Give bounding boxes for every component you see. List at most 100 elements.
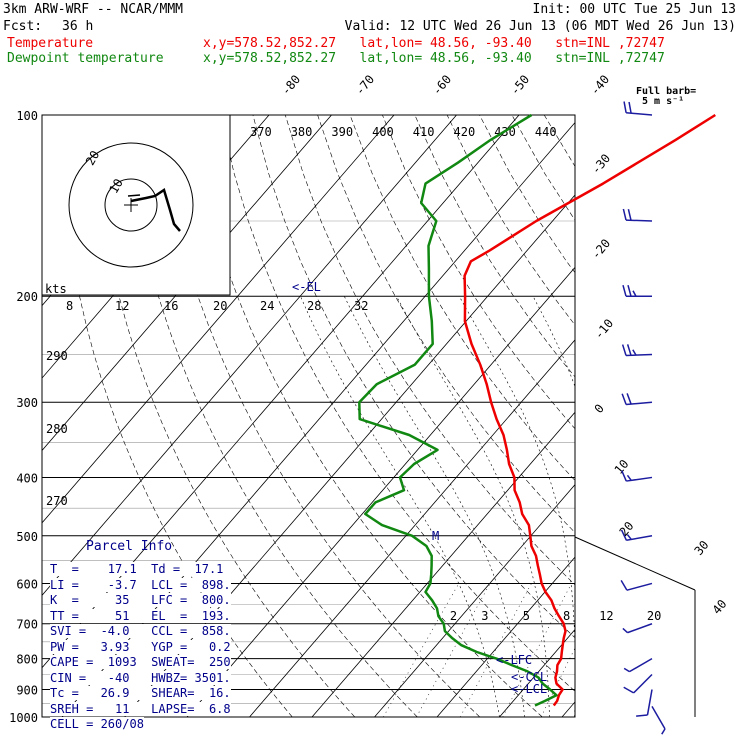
- wind-barb-flag: [622, 627, 629, 634]
- isotherm-line: [374, 484, 575, 717]
- wind-barb-shaft: [625, 219, 653, 222]
- mixing-ratio-line: [592, 583, 656, 717]
- isotherm-label: -60: [430, 72, 455, 98]
- wind-barb-flag: [628, 101, 632, 114]
- isotherm-line: [561, 701, 575, 717]
- isotherm-line: [249, 339, 575, 717]
- dry-adiabat: [187, 115, 543, 717]
- temperature-station-info: x,y=578.52,852.27 lat,lon= 48.56, -93.40…: [203, 36, 665, 51]
- theta-label: 370: [250, 125, 272, 139]
- wind-barb-flag: [622, 208, 627, 221]
- wind-barbs: [620, 101, 666, 735]
- dry-adiabat: [511, 115, 575, 221]
- parcel-info-row: PW = 3.93 YGP = 0.2: [50, 639, 231, 654]
- isotherm-label: 30: [692, 538, 712, 558]
- dry-adiabat: [382, 115, 575, 430]
- parcel-info-row: K = 35 LFC = 800.: [50, 593, 231, 607]
- level-ccl-label: <-CCL: [511, 670, 547, 684]
- mixing-ratio-label: 20: [647, 609, 661, 623]
- wind-barb-flag: [621, 470, 627, 482]
- wind-barb-flag: [623, 101, 627, 113]
- pressure-tick-label: 700: [16, 618, 38, 632]
- dry-adiabat: [446, 115, 575, 326]
- isotherm-label: 40: [710, 597, 730, 617]
- pressure-tick-label: 900: [16, 683, 38, 697]
- wind-barb-flag: [626, 474, 632, 481]
- theta-label: 400: [372, 125, 394, 139]
- wind-barb-shaft: [625, 353, 653, 357]
- pressure-tick-label: 200: [16, 290, 38, 304]
- dry-adiabat: [609, 115, 740, 717]
- wind-barb-flag: [620, 579, 628, 591]
- wind-barb-shaft: [627, 623, 653, 634]
- sounding-traces: M: [358, 113, 716, 707]
- wind-barb-flag: [627, 285, 632, 297]
- isotherm-label: 20: [617, 519, 637, 539]
- wind-barb-shaft: [651, 705, 666, 730]
- wind-barb-shaft: [626, 582, 653, 591]
- dry-adiabat: [706, 115, 740, 717]
- isotherm-label: 0: [592, 401, 607, 416]
- barb-key-label: Full barb=: [636, 86, 696, 97]
- mixing-ratio-label: 5: [523, 609, 530, 623]
- hodograph-speed-label: 24: [260, 299, 274, 313]
- dry-adiabat: [674, 115, 740, 717]
- mixing-ratio-label: 8: [563, 609, 570, 623]
- pressure-tick-label: 600: [16, 577, 38, 591]
- isotherm-line: [42, 115, 457, 596]
- forecast-label: Fcst:: [3, 19, 43, 34]
- forecast-value: 36 h: [62, 19, 94, 34]
- theta-label: 380: [291, 125, 313, 139]
- wind-barb-flag: [623, 667, 630, 673]
- wind-barb-flag: [661, 728, 666, 735]
- parcel-marker: M: [432, 529, 439, 543]
- mixing-ratio-label: 3: [481, 609, 488, 623]
- pressure-tick-label: 400: [16, 471, 38, 485]
- theta-label: 270: [46, 494, 68, 508]
- wind-barb-flag: [620, 529, 628, 541]
- theta-label: 440: [535, 125, 557, 139]
- level-lfc-label: <-LFC: [496, 653, 532, 667]
- isotherm-label: -50: [508, 72, 533, 98]
- pressure-tick-label: 1000: [9, 711, 38, 725]
- dry-adiabat: [349, 115, 575, 481]
- dewpoint-station-info: x,y=578.52,852.27 lat,lon= 48.56, -93.40…: [203, 51, 665, 66]
- plot-frame: [41, 114, 576, 718]
- wind-barb-flag: [627, 209, 632, 221]
- parcel-info-title: Parcel Info: [86, 539, 173, 554]
- isotherm-label: 10: [612, 457, 632, 477]
- theta-label: 420: [454, 125, 476, 139]
- pressure-tick-label: 300: [16, 396, 38, 410]
- moist-adiabat: [532, 296, 575, 388]
- isotherm-label: -80: [279, 72, 304, 98]
- wind-barb-flag: [632, 290, 637, 297]
- wind-barb-flag: [636, 714, 648, 717]
- dry-adiabat: [155, 115, 481, 717]
- pressure-tick-label: 100: [16, 109, 38, 123]
- hodograph-ring-20: 20: [83, 148, 102, 168]
- hodograph-units: kts: [45, 282, 67, 296]
- parcel-info-row: CAPE = 1093 SWEAT= 250: [50, 655, 231, 669]
- temperature-trace: [463, 113, 716, 707]
- mixing-ratio-line: [383, 583, 460, 717]
- wind-barb-flag: [626, 393, 632, 405]
- dry-adiabat: [58, 115, 293, 717]
- isotherm-line: [42, 115, 332, 452]
- isotherm-line: [186, 266, 575, 717]
- hodograph-ring: [68, 142, 194, 268]
- theta-label: 280: [46, 422, 68, 436]
- wind-barb-shaft: [646, 689, 653, 716]
- parcel-info-row: SVI = -4.0 CCL = 858.: [50, 624, 231, 638]
- hodograph-speed-label: 28: [307, 299, 321, 313]
- hodograph-speed-label: 16: [164, 299, 178, 313]
- dry-adiabat: [317, 115, 575, 533]
- init-time: Init: 00 UTC Tue 25 Jun 13: [532, 2, 737, 17]
- parcel-info-row: Tc = 26.9 SHEAR= 16.: [50, 686, 231, 700]
- dry-adiabat: [641, 115, 740, 717]
- moist-adiabat: [396, 296, 550, 717]
- dry-adiabat: [123, 115, 418, 717]
- isotherm-line: [499, 628, 575, 717]
- dry-adiabat: [90, 115, 356, 717]
- hodograph: [41, 114, 231, 296]
- dewpoint-trace: [358, 113, 558, 707]
